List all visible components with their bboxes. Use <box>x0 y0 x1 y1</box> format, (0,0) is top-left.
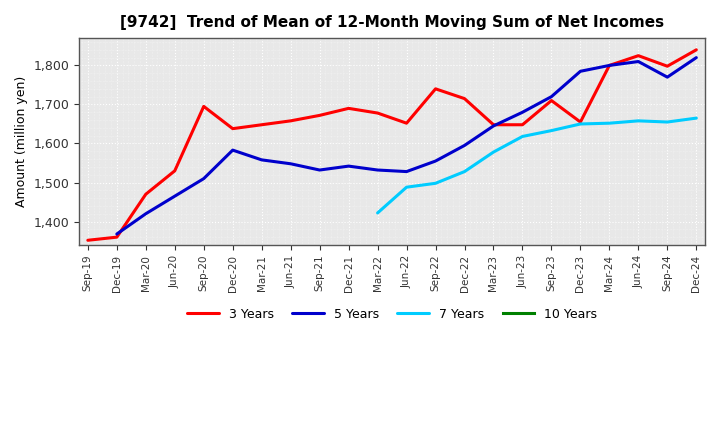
5 Years <box>228 147 237 153</box>
5 Years <box>257 157 266 162</box>
7 Years <box>373 210 382 216</box>
3 Years <box>692 47 701 52</box>
3 Years <box>489 122 498 128</box>
5 Years <box>576 69 585 74</box>
5 Years <box>287 161 295 166</box>
5 Years <box>315 167 324 172</box>
5 Years <box>199 176 208 181</box>
7 Years <box>576 121 585 127</box>
3 Years <box>287 118 295 124</box>
5 Years <box>344 164 353 169</box>
7 Years <box>663 119 672 125</box>
Legend: 3 Years, 5 Years, 7 Years, 10 Years: 3 Years, 5 Years, 7 Years, 10 Years <box>182 303 602 326</box>
5 Years <box>373 167 382 172</box>
Line: 3 Years: 3 Years <box>88 50 696 240</box>
5 Years <box>431 158 440 164</box>
3 Years <box>171 168 179 173</box>
5 Years <box>402 169 411 174</box>
3 Years <box>112 235 121 240</box>
3 Years <box>576 119 585 125</box>
3 Years <box>315 113 324 118</box>
5 Years <box>460 143 469 148</box>
3 Years <box>402 121 411 126</box>
3 Years <box>634 53 643 59</box>
7 Years <box>431 181 440 186</box>
3 Years <box>344 106 353 111</box>
3 Years <box>460 96 469 101</box>
3 Years <box>518 122 527 128</box>
7 Years <box>634 118 643 124</box>
3 Years <box>199 104 208 109</box>
Title: [9742]  Trend of Mean of 12-Month Moving Sum of Net Incomes: [9742] Trend of Mean of 12-Month Moving … <box>120 15 664 30</box>
7 Years <box>460 169 469 174</box>
5 Years <box>634 59 643 64</box>
5 Years <box>605 63 613 68</box>
Y-axis label: Amount (million yen): Amount (million yen) <box>15 76 28 207</box>
3 Years <box>84 238 92 243</box>
5 Years <box>171 194 179 199</box>
7 Years <box>402 184 411 190</box>
5 Years <box>112 231 121 237</box>
7 Years <box>692 115 701 121</box>
7 Years <box>605 121 613 126</box>
3 Years <box>257 122 266 128</box>
Line: 7 Years: 7 Years <box>377 118 696 213</box>
3 Years <box>431 86 440 92</box>
5 Years <box>692 55 701 60</box>
7 Years <box>518 134 527 139</box>
5 Years <box>547 94 556 99</box>
5 Years <box>518 110 527 115</box>
3 Years <box>141 191 150 197</box>
3 Years <box>663 63 672 69</box>
7 Years <box>547 128 556 133</box>
5 Years <box>489 123 498 128</box>
5 Years <box>141 211 150 216</box>
5 Years <box>663 74 672 80</box>
3 Years <box>605 63 613 68</box>
3 Years <box>373 110 382 116</box>
7 Years <box>489 150 498 155</box>
3 Years <box>547 98 556 103</box>
Line: 5 Years: 5 Years <box>117 58 696 234</box>
3 Years <box>228 126 237 131</box>
